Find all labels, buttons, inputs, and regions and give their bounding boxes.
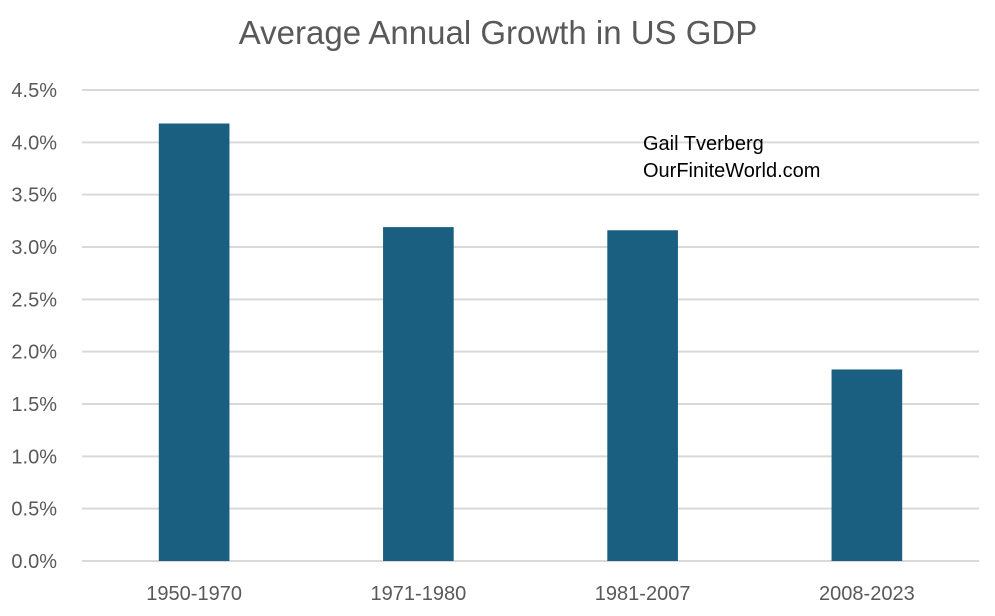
bar-1971-1980 (383, 227, 454, 561)
x-tick-label: 1981-2007 (595, 583, 691, 605)
y-tick-label: 4.0% (11, 132, 57, 154)
y-tick-label: 2.5% (11, 289, 57, 311)
annotation-website: OurFiniteWorld.com (643, 160, 820, 182)
bars (158, 123, 903, 561)
x-tick-label: 2008-2023 (819, 583, 915, 605)
gridlines (82, 89, 979, 562)
y-tick-label: 0.0% (11, 551, 57, 573)
x-tick-label: 1950-1970 (146, 583, 242, 605)
y-tick-label: 4.5% (11, 80, 57, 102)
bar-1950-1970 (158, 123, 230, 561)
y-axis-tick-labels: 0.0% 0.5% 1.0% 1.5% 2.0% 2.5% 3.0% 3.5% 4.0% 4.5% (11, 80, 57, 573)
x-tick-label: 1971-1980 (371, 583, 467, 605)
chart-title: Average Annual Growth in US GDP (239, 14, 758, 51)
bar-2008-2023 (831, 369, 903, 561)
bar-1981-2007 (607, 230, 678, 561)
y-tick-label: 1.0% (11, 446, 57, 468)
y-tick-label: 1.5% (11, 394, 57, 416)
y-tick-label: 0.5% (11, 499, 57, 521)
y-tick-label: 3.5% (11, 185, 57, 207)
y-tick-label: 2.0% (11, 342, 57, 364)
annotation-author: Gail Tverberg (643, 133, 764, 155)
x-axis-tick-labels: 1950-1970 1971-1980 1981-2007 2008-2023 (146, 583, 914, 605)
y-tick-label: 3.0% (11, 237, 57, 259)
